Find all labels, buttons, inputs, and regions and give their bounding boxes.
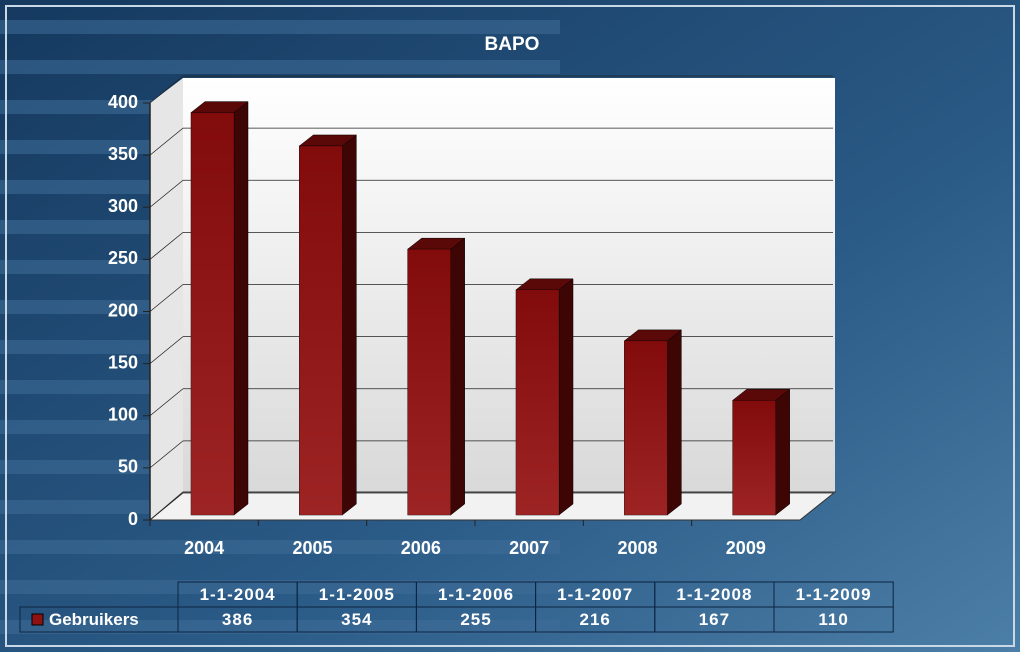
bar [299, 145, 343, 516]
y-tick-label: 150 [108, 352, 138, 372]
bar-side [233, 101, 249, 516]
bar [190, 112, 235, 516]
bar-side [558, 278, 574, 516]
legend-swatch [31, 613, 44, 626]
grid-line [149, 75, 184, 104]
y-tick-label: 50 [118, 457, 138, 477]
grid-line [149, 336, 184, 364]
table-value: 255 [460, 610, 491, 629]
y-tick-label: 100 [108, 405, 138, 425]
table-value: 216 [580, 610, 611, 629]
table-value: 354 [341, 610, 372, 629]
x-tick-label: 2009 [726, 538, 766, 558]
table-value: 386 [222, 610, 253, 629]
table-header: 1-1-2007 [557, 585, 633, 604]
x-tick-label: 2004 [184, 538, 224, 558]
bar [624, 340, 668, 516]
bar-side [450, 237, 465, 516]
grid-line [149, 179, 184, 208]
x-tick-label: 2005 [292, 538, 332, 558]
bar-side [775, 388, 790, 516]
table-header: 1-1-2008 [676, 585, 752, 604]
y-tick-label: 300 [108, 196, 138, 216]
grid-line [149, 440, 184, 469]
x-tick-label: 2006 [401, 538, 441, 558]
y-tick-label: 250 [108, 248, 138, 268]
table-header: 1-1-2005 [319, 585, 395, 604]
table-header: 1-1-2004 [200, 585, 276, 604]
table-header: 1-1-2009 [796, 585, 872, 604]
side-wall [150, 78, 183, 520]
legend-label: Gebruikers [49, 610, 139, 629]
y-tick-label: 350 [108, 144, 138, 164]
grid-line [149, 127, 184, 156]
data-table: 1-1-2004 386 1-1-2005 354 1-1-2006 255 1-1-200… [19, 581, 894, 633]
table-cell [773, 606, 894, 633]
grid-line [149, 232, 184, 260]
grid-line [149, 284, 184, 312]
bar [407, 248, 451, 516]
bar [732, 400, 776, 516]
y-tick-label: 400 [108, 92, 138, 112]
floor [148, 491, 837, 521]
bar-side [667, 329, 682, 516]
grid-line [149, 388, 184, 417]
bar [515, 289, 560, 516]
frame [5, 5, 1015, 647]
y-tick-label: 200 [108, 300, 138, 320]
table-value: 167 [699, 610, 730, 629]
chart-title: BAPO [485, 34, 540, 55]
table-header: 1-1-2006 [438, 585, 514, 604]
grid-line [149, 492, 184, 521]
x-tick-label: 2007 [509, 538, 549, 558]
table-cell [19, 606, 179, 633]
y-tick-label: 0 [128, 509, 138, 529]
table-value: 110 [818, 610, 848, 629]
bar-side [342, 134, 357, 516]
x-tick-label: 2008 [617, 538, 657, 558]
